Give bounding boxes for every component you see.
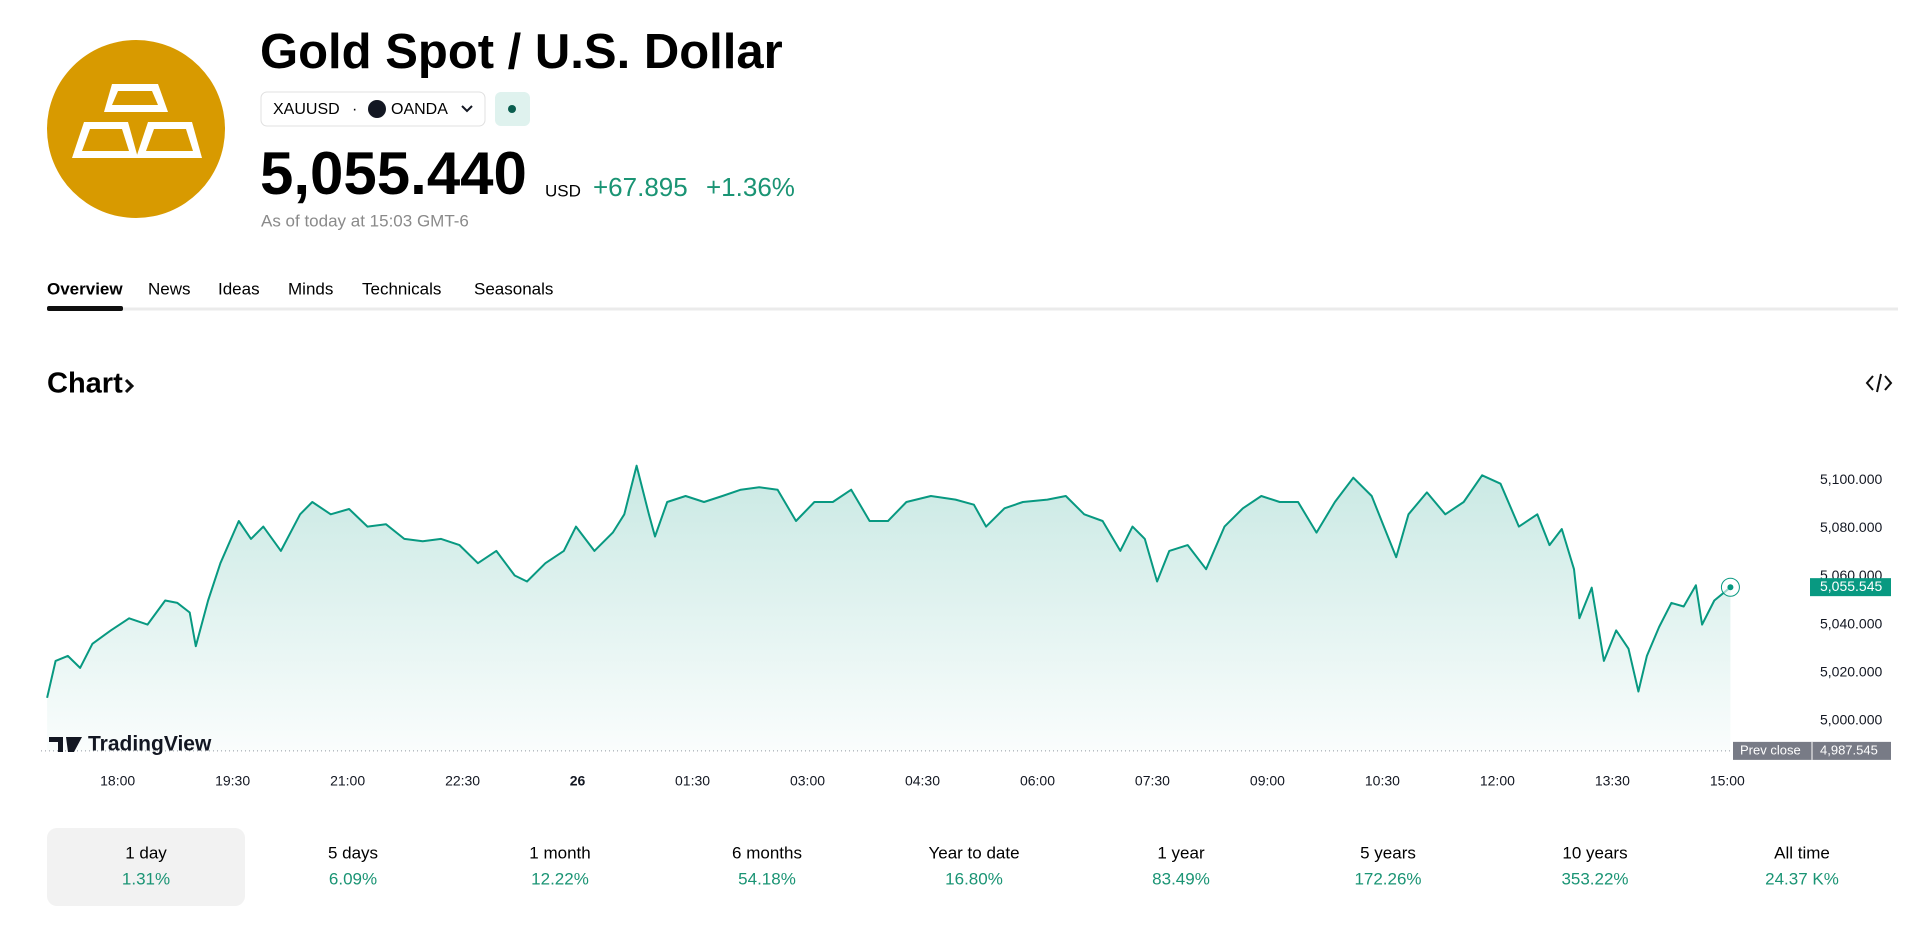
- status-dot: [508, 105, 516, 113]
- period-change: 24.37 K%: [1765, 869, 1839, 888]
- separator: ·: [352, 101, 357, 118]
- tab[interactable]: News: [148, 279, 191, 298]
- tab[interactable]: Minds: [288, 279, 333, 298]
- x-tick-label: 09:00: [1250, 773, 1285, 789]
- tab[interactable]: Ideas: [218, 279, 260, 298]
- x-tick-label: 19:30: [215, 773, 250, 789]
- period-label[interactable]: 10 years: [1562, 843, 1627, 862]
- x-tick-label: 10:30: [1365, 773, 1400, 789]
- period-label[interactable]: 5 days: [328, 843, 378, 862]
- section-title[interactable]: Chart: [47, 368, 123, 400]
- currency: USD: [545, 181, 581, 200]
- period-change: 6.09%: [329, 869, 377, 888]
- x-tick-label: 13:30: [1595, 773, 1630, 789]
- period-change: 12.22%: [531, 869, 589, 888]
- area: [47, 465, 1731, 751]
- x-tick-label: 06:00: [1020, 773, 1055, 789]
- x-tick-label: 22:30: [445, 773, 480, 789]
- tab-underline: [47, 306, 123, 311]
- x-tick-label: 01:30: [675, 773, 710, 789]
- x-tick-label: 15:00: [1710, 773, 1745, 789]
- period-change: 1.31%: [122, 869, 170, 888]
- change-percent: +1.36%: [706, 172, 795, 202]
- section-arrow: [124, 378, 135, 394]
- tab[interactable]: Technicals: [362, 279, 441, 298]
- period-label[interactable]: 1 year: [1157, 843, 1205, 862]
- x-tick-label: 18:00: [100, 773, 135, 789]
- symbol: XAUUSD: [273, 101, 340, 118]
- tab[interactable]: Seasonals: [474, 279, 553, 298]
- period-label[interactable]: All time: [1774, 843, 1830, 862]
- tabs: Overview News Ideas Minds Technicals Seasonal…: [47, 279, 553, 298]
- period-label[interactable]: 5 years: [1360, 843, 1416, 862]
- x-tick-label: 03:00: [790, 773, 825, 789]
- y-tick-label: 5,020.000: [1820, 663, 1882, 679]
- y-tick-label: 5,080.000: [1820, 519, 1882, 535]
- period-change: 16.80%: [945, 869, 1003, 888]
- chart: 5,000.0005,020.0005,040.0005,060.0005,08…: [41, 464, 1891, 789]
- y-tick-label: 5,100.000: [1820, 471, 1882, 487]
- logo: [47, 40, 225, 218]
- period-change: 353.22%: [1561, 869, 1628, 888]
- periods: 1 day 1.31% 5 days 6.09% 1 month 12.22% 6 mont…: [47, 828, 1839, 906]
- period-change: 172.26%: [1354, 869, 1421, 888]
- chevron: [461, 105, 473, 113]
- embed-button[interactable]: [1865, 373, 1893, 393]
- x-tick-label: 26: [570, 773, 586, 789]
- price-line: [46, 464, 1732, 699]
- period-selected: [47, 828, 245, 906]
- period-label[interactable]: Year to date: [928, 843, 1019, 862]
- change: +67.895: [593, 172, 688, 202]
- period-change: 83.49%: [1152, 869, 1210, 888]
- period-label[interactable]: 6 months: [732, 843, 802, 862]
- last-value-label: 5,055.545: [1820, 578, 1882, 594]
- price: 5,055.440: [260, 140, 527, 207]
- tab[interactable]: Overview: [47, 279, 123, 298]
- period-label[interactable]: 1 day: [125, 843, 167, 862]
- watermark-text: TradingView: [88, 733, 212, 756]
- prev-close-name: Prev close: [1740, 742, 1801, 757]
- exchange-icon: [368, 100, 386, 118]
- x-tick-label: 12:00: [1480, 773, 1515, 789]
- last-value-box: [1810, 578, 1891, 597]
- period-label[interactable]: 1 month: [529, 843, 590, 862]
- exchange: OANDA: [391, 101, 448, 118]
- as-of: As of today at 15:03 GMT-6: [261, 211, 469, 230]
- prev-close-label: 4,987.545: [1820, 742, 1878, 757]
- watermark: TradingView: [49, 733, 212, 756]
- title: Gold Spot / U.S. Dollar: [260, 25, 783, 79]
- y-tick-label: 5,000.000: [1820, 712, 1882, 728]
- last-point: [1727, 584, 1734, 591]
- x-tick-label: 04:30: [905, 773, 940, 789]
- y-tick-label: 5,040.000: [1820, 615, 1882, 631]
- x-tick-label: 21:00: [330, 773, 365, 789]
- period-change: 54.18%: [738, 869, 796, 888]
- x-tick-label: 07:30: [1135, 773, 1170, 789]
